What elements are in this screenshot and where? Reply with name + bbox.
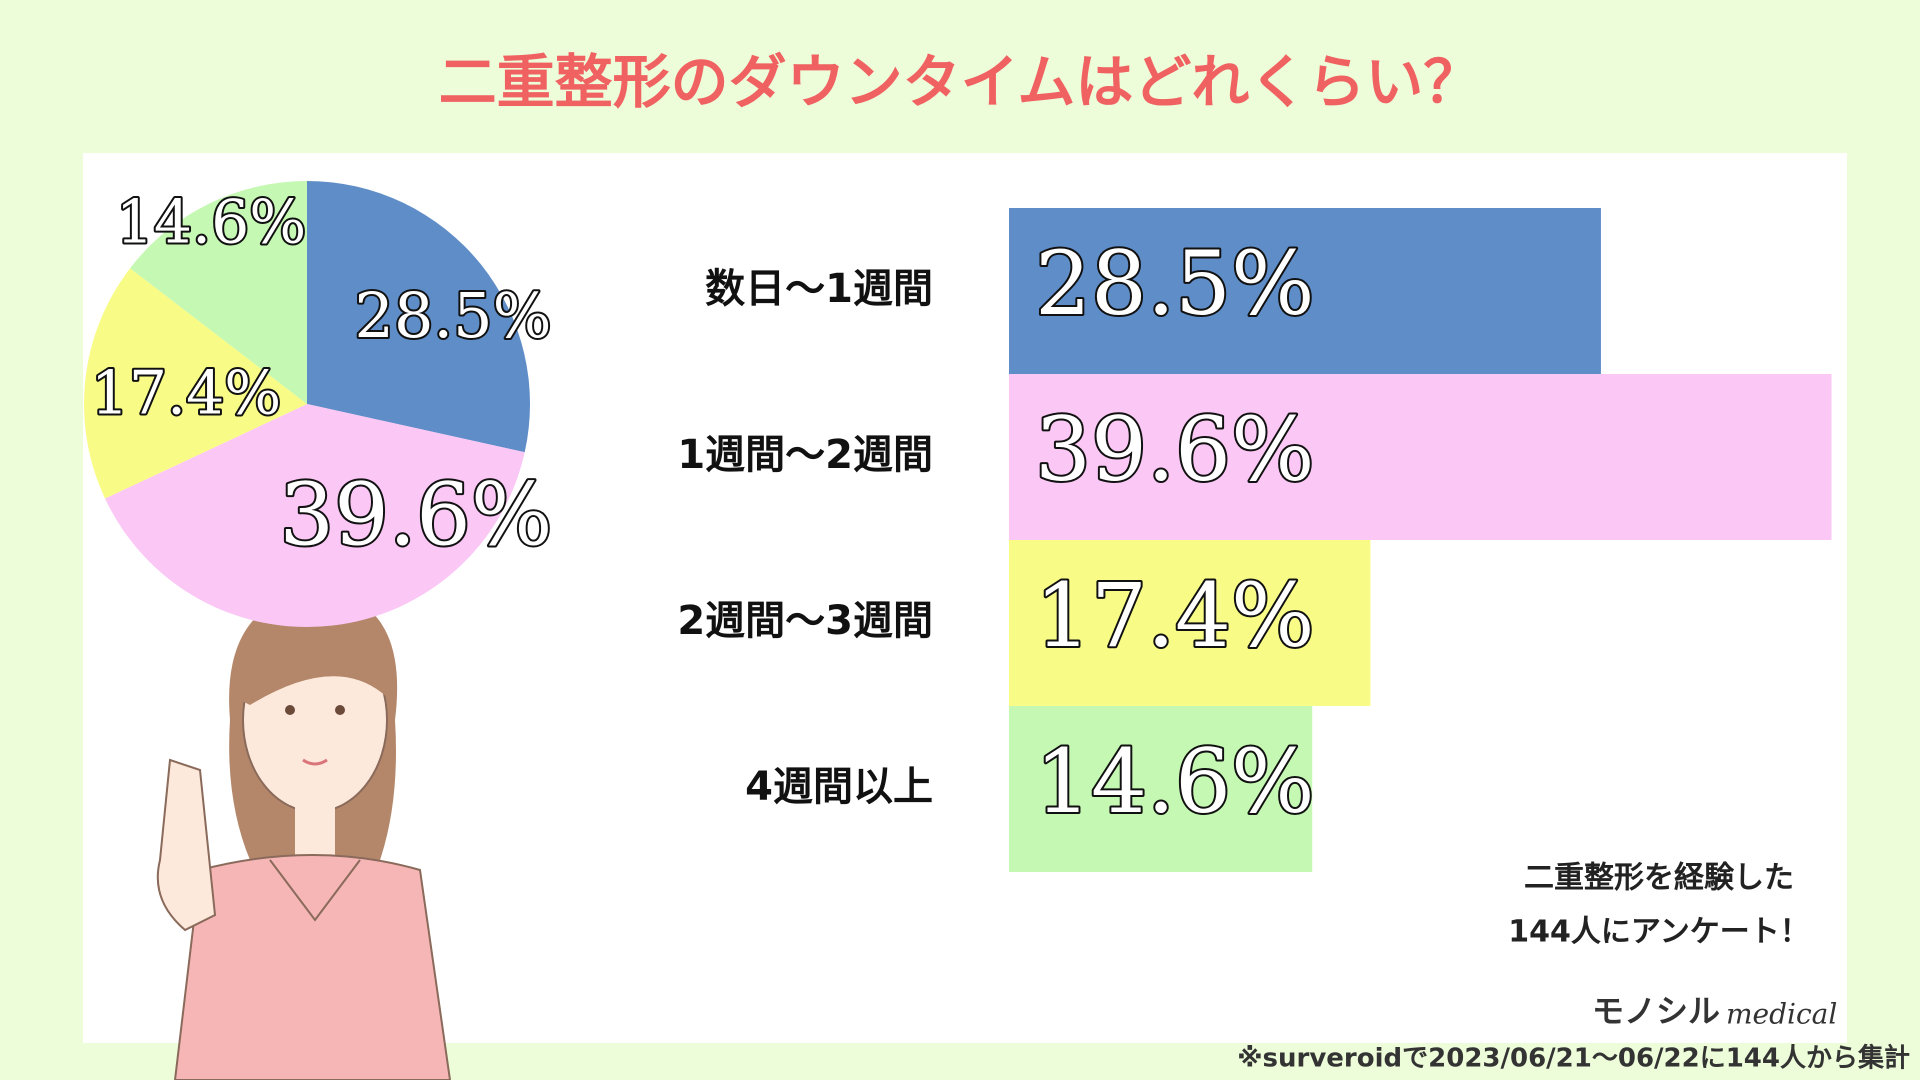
title: 二重整形のダウンタイムはどれくらい？ <box>439 48 1482 116</box>
category-label: 4週間以上 <box>745 764 933 810</box>
bar-value-label: 39.6% <box>1035 398 1315 501</box>
pie-slice <box>84 268 308 499</box>
pie-label: 39.6% <box>279 466 552 566</box>
logo-sub: medical <box>1726 998 1837 1031</box>
bar-value-label: 17.4% <box>1035 564 1315 667</box>
pie-slice <box>105 404 525 628</box>
footnote: ※surveroidで2023/06/21～06/22に144人から集計 <box>1237 1043 1910 1074</box>
pie-label: 17.4% <box>91 359 282 429</box>
bar-value-label: 28.5% <box>1035 232 1315 335</box>
logo-brand: モノシル <box>1592 992 1720 1030</box>
chart: 28.5% 39.6% 17.4% 14.6% 数日～1週間 28.5% 1週間～2週間 39… <box>84 180 1832 872</box>
category-label: 数日～1週間 <box>705 266 933 312</box>
bar <box>1009 706 1313 872</box>
bar <box>1009 540 1371 706</box>
category-label: 2週間～3週間 <box>677 598 933 644</box>
note-line: 二重整形を経験した <box>1524 861 1794 896</box>
bar <box>1009 208 1601 374</box>
pie-label: 28.5% <box>355 279 552 352</box>
pie-slice <box>307 180 531 453</box>
bar <box>1009 374 1832 540</box>
bar-value-label: 14.6% <box>1035 730 1315 833</box>
illustration <box>156 590 452 1081</box>
note-line: 144人にアンケート！ <box>1508 915 1809 950</box>
category-label: 1週間～2週間 <box>677 432 933 478</box>
pie-slice <box>130 181 307 404</box>
pie-label: 14.6% <box>116 188 307 258</box>
